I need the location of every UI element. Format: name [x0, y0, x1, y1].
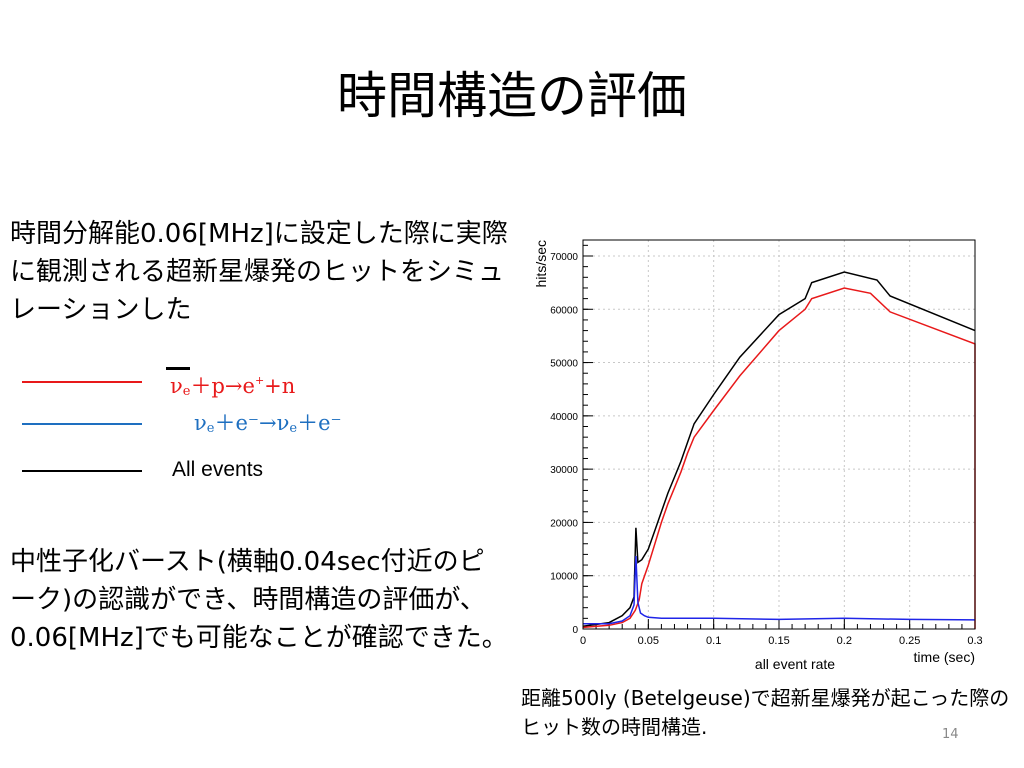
nu-subscript: e	[206, 421, 215, 436]
reaction-part: +n	[264, 374, 296, 398]
y-tick-label: 10000	[550, 572, 578, 583]
y-tick-label: 20000	[550, 518, 578, 529]
reaction-part: ＋e⁻→	[214, 411, 277, 435]
legend-label-es: νe＋e⁻→νe＋e⁻	[194, 409, 342, 443]
legend-line-red	[22, 381, 142, 383]
y-tick-label: 0	[572, 625, 578, 636]
slide-title: 時間構造の評価	[337, 67, 687, 125]
hit-rate-chart: 0 0.05 0.1 0.15 0.2 0.25 0.3 0 10000 20000 30000 40…	[525, 232, 985, 680]
nu-symbol: ν	[276, 411, 290, 435]
x-axis-label: time (sec)	[914, 649, 975, 665]
description-paragraph: 時間分解能0.06[MHz]に設定した際に実際に観測される超新星爆発のヒットをシ…	[10, 219, 508, 325]
legend-line-black	[22, 470, 142, 472]
series-line-2	[583, 555, 976, 625]
figure-caption: 距離500ly (Betelgeuse)で超新星爆発が起こった際のヒット数の時間…	[521, 686, 1010, 739]
x-tick-label: 0	[580, 635, 586, 647]
y-tick-label: 40000	[550, 412, 578, 423]
x-tick-label: 0.15	[768, 635, 789, 647]
legend-label-all: All events	[172, 458, 264, 481]
nu-subscript: e	[289, 421, 298, 436]
x-tick-label: 0.25	[899, 635, 920, 647]
x-tick-label: 0.1	[706, 635, 721, 647]
x-tick-label: 0.3	[967, 635, 982, 647]
legend-line-blue	[22, 423, 142, 425]
page-number: 14	[942, 727, 959, 742]
plot-frame	[582, 239, 976, 630]
y-tick-label: 50000	[550, 359, 578, 370]
x-tick-label: 0.05	[638, 635, 659, 647]
reaction-part: ＋e⁻	[297, 411, 342, 435]
charge-superscript: +	[254, 374, 265, 387]
y-tick-label: 60000	[550, 305, 578, 316]
nu-subscript: e	[182, 384, 191, 399]
nu-bar-symbol: ν	[166, 367, 190, 398]
chart-svg: 0 0.05 0.1 0.15 0.2 0.25 0.3 0 10000 20000 30000 40…	[533, 239, 983, 672]
y-axis-label: hits/sec	[533, 240, 549, 287]
nu-symbol: ν	[194, 411, 207, 435]
conclusion-paragraph: 中性子化バースト(横軸0.04sec付近のピーク)の認識ができ、時間構造の評価が…	[10, 547, 508, 653]
y-tick-label: 70000	[550, 252, 578, 263]
series-line-1	[582, 287, 976, 629]
y-tick-label: 30000	[550, 465, 578, 476]
x-tick-label: 0.2	[837, 635, 852, 647]
reaction-part: ＋p→e	[190, 374, 255, 398]
legend-label-ibd: νe＋p→e++n	[166, 367, 296, 406]
x-axis-secondary-label: all event rate	[755, 656, 835, 672]
